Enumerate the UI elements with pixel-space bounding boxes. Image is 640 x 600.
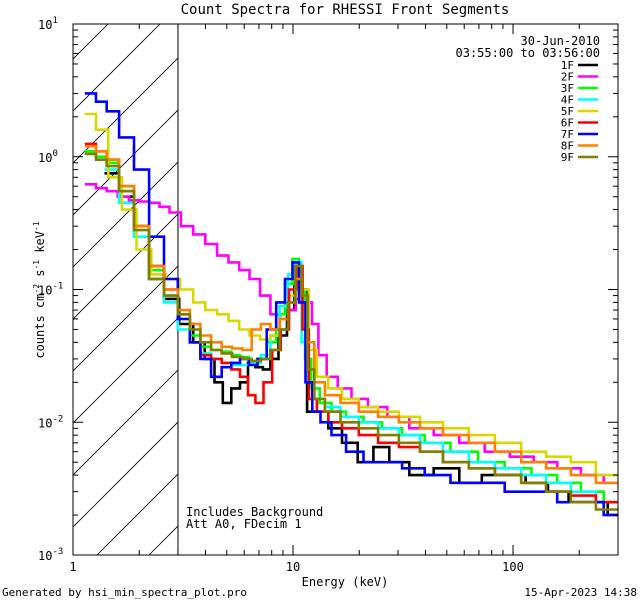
legend-label-3f: 3F [561, 82, 574, 95]
legend-label-2f: 2F [561, 71, 574, 84]
series-line-2f [84, 183, 618, 485]
legend-label-7f: 7F [561, 128, 574, 141]
series-line-7f [84, 92, 618, 517]
y-tick-label: 100 [38, 149, 58, 165]
axis-ticks [72, 23, 619, 556]
series-lines [84, 92, 618, 517]
x-tick-label: 1 [69, 560, 76, 574]
y-tick-labels: 10-3 10-2 10-1 100 101 [38, 16, 63, 563]
hatch-line [73, 213, 178, 320]
annotation-attenuator: Att A0, FDecim 1 [186, 517, 302, 531]
legend-label-4f: 4F [561, 94, 574, 107]
y-axis-label: counts cm-2 s-1 keV-1 [32, 221, 47, 358]
x-tick-label: 100 [502, 560, 524, 574]
series-line-5f [84, 112, 618, 477]
hatch-line [73, 161, 178, 268]
time-range-label: 03:55:00 to 03:56:00 [456, 46, 601, 60]
x-tick-label: 10 [286, 560, 300, 574]
hatched-excluded-region [73, 24, 178, 555]
y-tick-label: 101 [38, 16, 58, 32]
legend-label-6f: 6F [561, 117, 574, 130]
annotation-background: Includes Background [186, 505, 323, 519]
y-tick-label: 10-2 [38, 414, 63, 430]
x-axis-label: Energy (keV) [302, 575, 389, 589]
series-line-9f [84, 152, 618, 511]
x-tick-labels: 1 10 100 [69, 560, 523, 574]
footer-generated-by: Generated by hsi_min_spectra_plot.pro [2, 586, 247, 599]
hatch-line [73, 421, 178, 528]
y-tick-label: 10-3 [38, 547, 63, 563]
legend-label-8f: 8F [561, 140, 574, 153]
hatch-line [73, 24, 161, 112]
hatch-line [73, 24, 109, 60]
legend-label-5f: 5F [561, 105, 574, 118]
legend-label-9f: 9F [561, 151, 574, 164]
footer-timestamp: 15-Apr-2023 14:38 [524, 586, 637, 599]
chart-title: Count Spectra for RHESSI Front Segments [181, 2, 510, 18]
hatch-line [73, 369, 178, 476]
legend-label-1f: 1F [561, 59, 574, 72]
date-label: 30-Jun-2010 [521, 34, 600, 48]
y-tick-label: 10-1 [38, 282, 63, 298]
